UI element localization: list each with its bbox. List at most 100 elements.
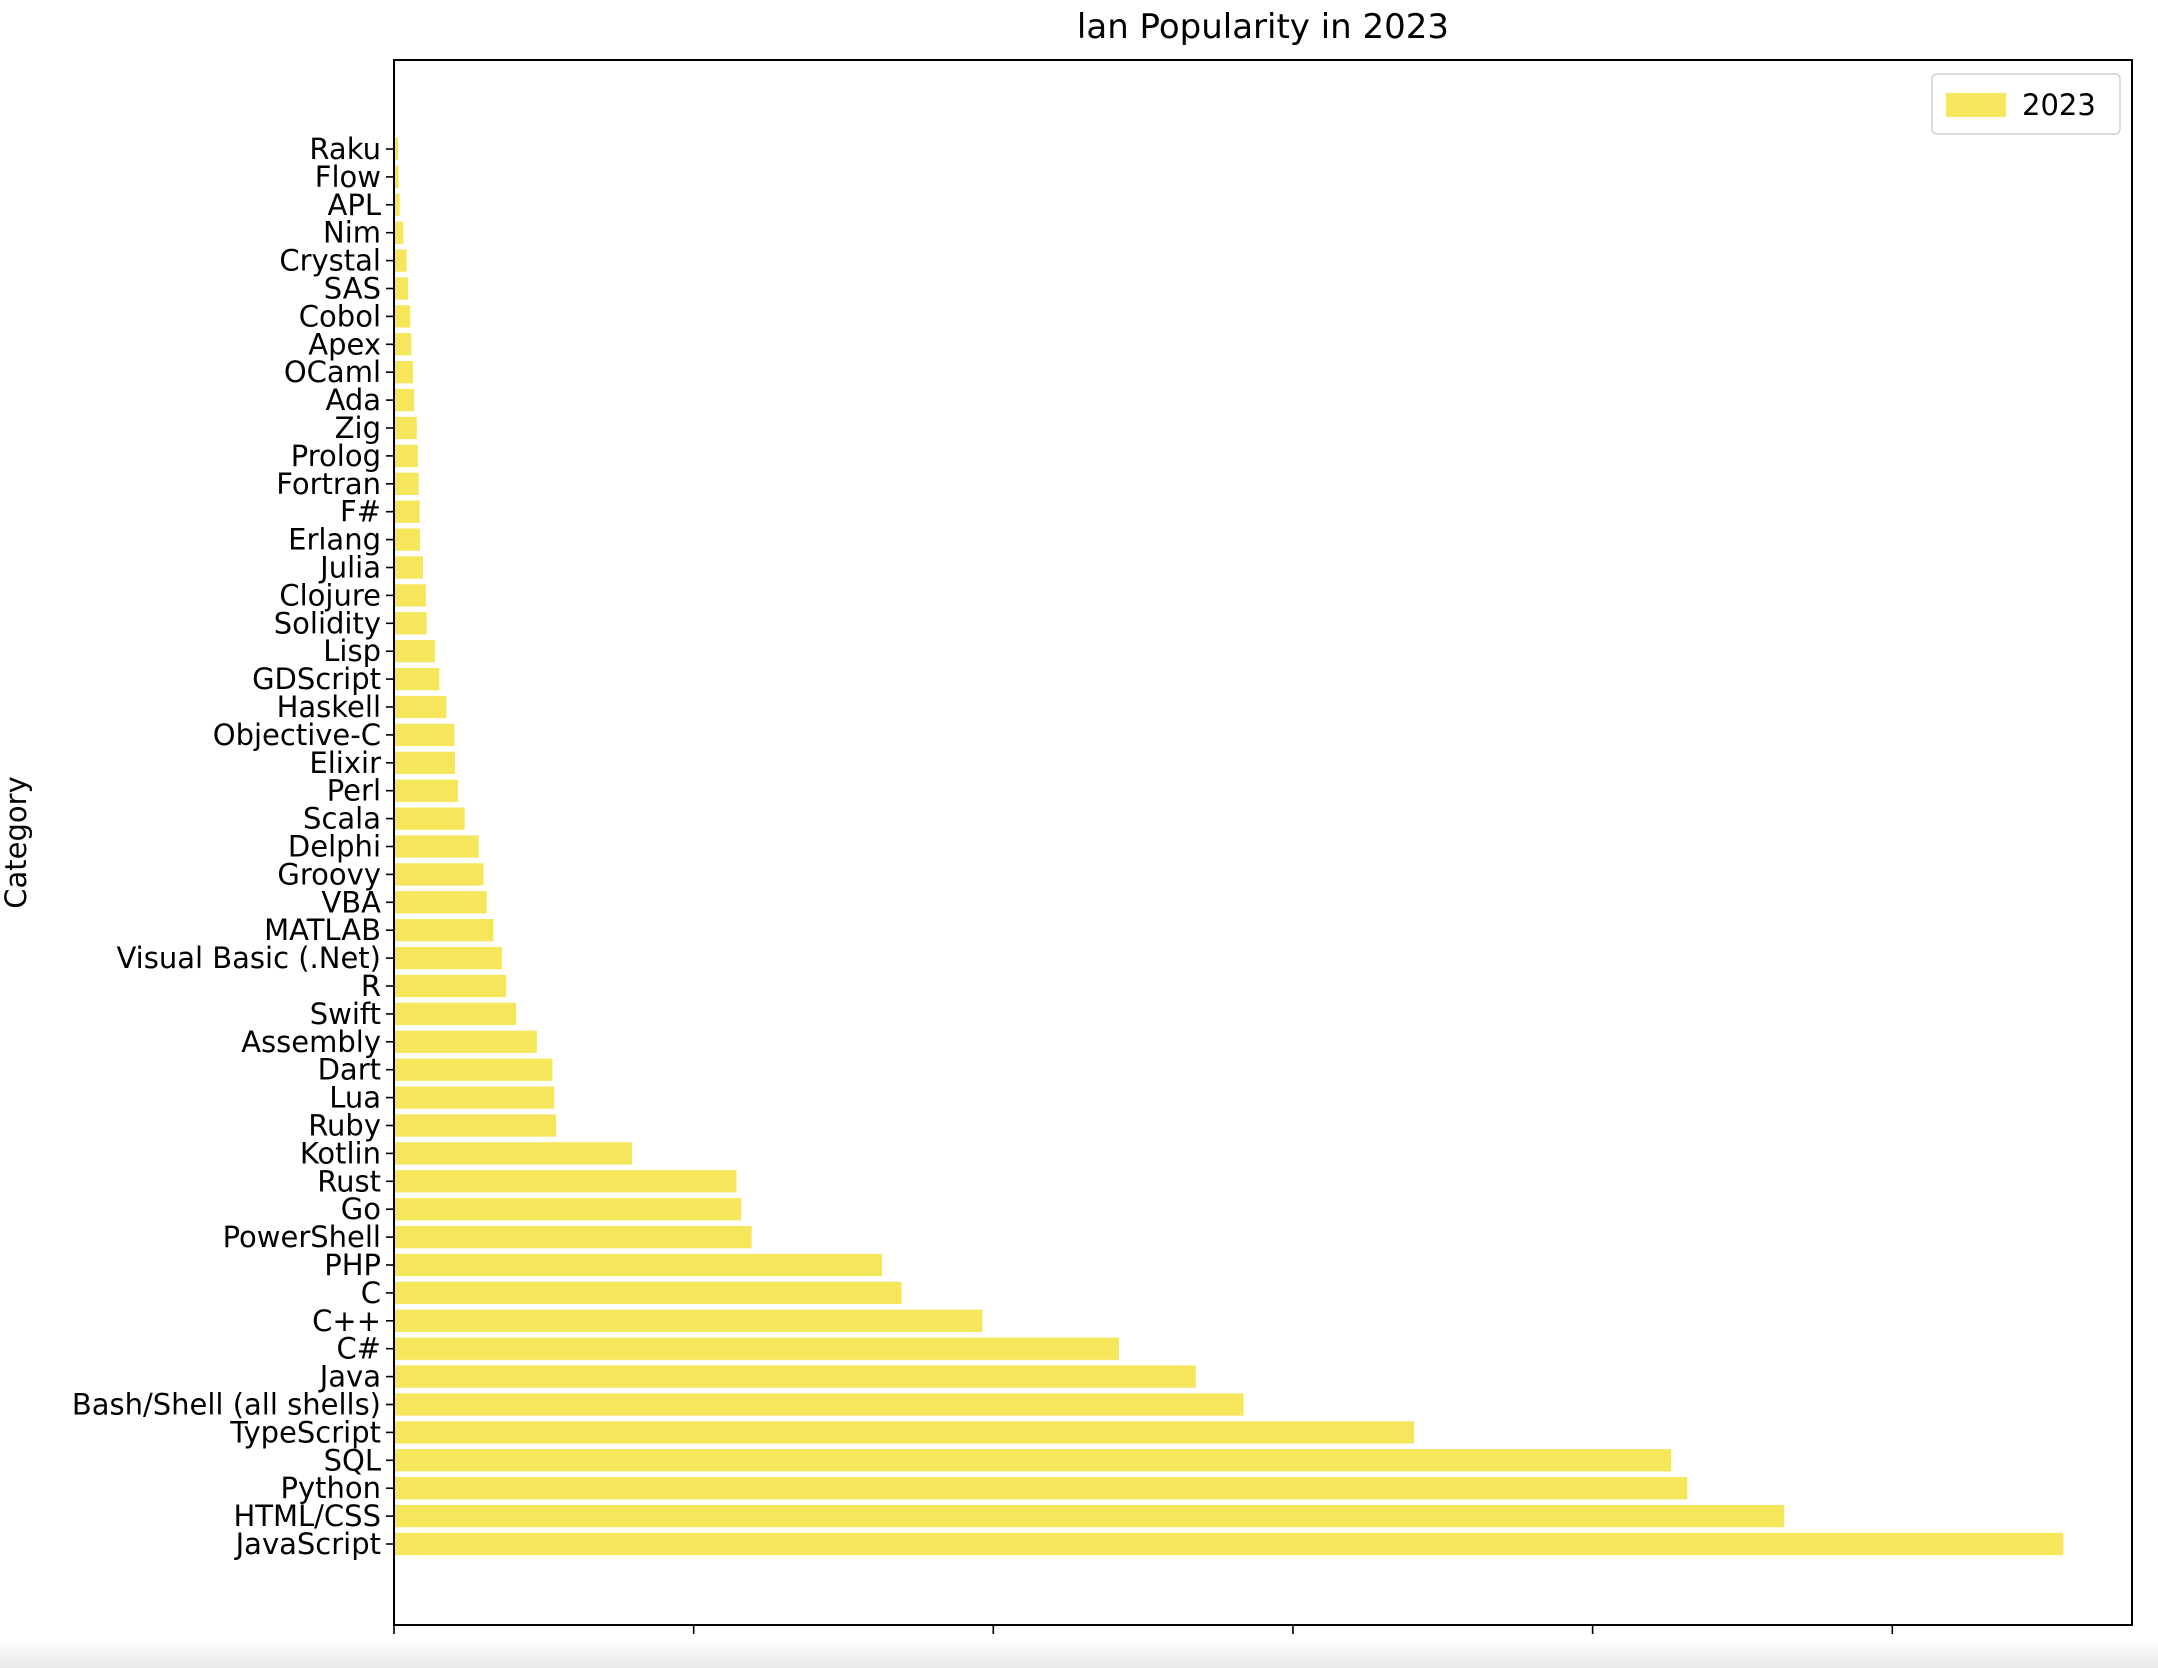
legend-box xyxy=(1931,73,2121,135)
axes-layer xyxy=(386,59,2133,1634)
y-tick-label: Haskell xyxy=(277,690,381,724)
y-tick-label: Python xyxy=(280,1471,381,1505)
y-axis-label: Category xyxy=(0,776,33,908)
y-tick-label: GDScript xyxy=(252,662,381,696)
y-tick-label: Apex xyxy=(308,327,381,361)
bar-apl xyxy=(394,193,400,216)
bar-matlab xyxy=(394,919,494,942)
bar-kotlin xyxy=(394,1142,633,1165)
y-tick-label: JavaScript xyxy=(234,1527,381,1561)
bar-prolog xyxy=(394,444,418,468)
y-tick-label: Bash/Shell (all shells) xyxy=(72,1388,381,1422)
bar-swift xyxy=(394,1002,517,1026)
y-tick-label: PHP xyxy=(324,1248,381,1282)
bar-solidity xyxy=(394,612,427,635)
y-tick-label: F# xyxy=(340,495,381,529)
y-tick-label: Go xyxy=(341,1192,381,1226)
bar-cobol xyxy=(394,305,411,328)
y-tick-label: TypeScript xyxy=(229,1415,381,1449)
x-tick-label: 10000 xyxy=(648,1639,740,1668)
y-tick-label: HTML/CSS xyxy=(233,1499,381,1533)
y-tick-label: C# xyxy=(336,1332,381,1366)
bar-javascript xyxy=(394,1532,2064,1556)
x-tick-label: 0 xyxy=(385,1639,403,1668)
y-tick-label: R xyxy=(361,969,381,1003)
y-tick-label: Swift xyxy=(310,997,381,1031)
y-tick-label: Lisp xyxy=(323,634,381,668)
bar-apex xyxy=(394,333,412,356)
y-tick-label: Julia xyxy=(318,551,381,585)
bar-sas xyxy=(394,277,408,300)
bar-elixir xyxy=(394,751,456,774)
y-tick-label: SQL xyxy=(324,1443,381,1477)
labels-layer: lan Popularity in 2023 Category JavaScript… xyxy=(0,7,1938,1668)
y-tick-label: APL xyxy=(328,188,381,222)
y-tick-label: Prolog xyxy=(291,439,381,473)
y-tick-label: PowerShell xyxy=(223,1220,381,1254)
y-tick-label: Nim xyxy=(323,216,381,250)
bar-c- xyxy=(394,1309,983,1332)
x-tick-label: 50000 xyxy=(1846,1639,1938,1668)
bar-clojure xyxy=(394,584,426,607)
y-tick-label: OCaml xyxy=(284,355,381,389)
y-tick-label: Kotlin xyxy=(300,1136,381,1170)
bar-julia xyxy=(394,556,423,579)
y-tick-label: Raku xyxy=(309,132,381,166)
bar-scala xyxy=(394,807,465,830)
y-tick-label: SAS xyxy=(324,272,381,306)
bar-ocaml xyxy=(394,361,414,384)
y-tick-label: Crystal xyxy=(279,244,381,278)
bar-lisp xyxy=(394,640,435,663)
bar-perl xyxy=(394,779,459,802)
bar-ruby xyxy=(394,1114,557,1137)
bar-vba xyxy=(394,891,487,914)
bar-raku xyxy=(394,137,399,161)
bar-erlang xyxy=(394,528,421,551)
y-tick-label: Clojure xyxy=(279,578,381,612)
bar-gdscript xyxy=(394,667,440,691)
y-tick-label: Objective-C xyxy=(213,718,381,752)
bar-flow xyxy=(394,165,399,189)
y-tick-label: Zig xyxy=(335,411,381,445)
bar-nim xyxy=(394,221,404,244)
bar-c xyxy=(394,1281,902,1305)
plot-frame xyxy=(393,59,2133,1626)
y-tick-label: Visual Basic (.Net) xyxy=(116,941,381,975)
bar-groovy xyxy=(394,863,484,886)
y-tick-label: Rust xyxy=(317,1164,381,1198)
bar-haskell xyxy=(394,695,447,719)
legend-label: 2023 xyxy=(2022,88,2096,122)
y-tick-label: Solidity xyxy=(274,606,381,640)
x-tick-label: 30000 xyxy=(1247,1639,1339,1668)
x-tick-label: 20000 xyxy=(947,1639,1039,1668)
y-tick-label: VBA xyxy=(321,885,381,919)
bar-zig xyxy=(394,416,417,440)
y-tick-label: Dart xyxy=(318,1053,381,1087)
bar-delphi xyxy=(394,835,479,858)
y-tick-label: Groovy xyxy=(277,857,381,891)
bar-ada xyxy=(394,388,415,412)
bar-assembly xyxy=(394,1030,537,1053)
y-tick-label: Ruby xyxy=(308,1109,381,1143)
chart-title: lan Popularity in 2023 xyxy=(1077,7,1449,47)
bar-f- xyxy=(394,500,420,523)
bar-php xyxy=(394,1253,883,1277)
y-tick-label: Scala xyxy=(303,802,381,836)
bar-python xyxy=(394,1477,1688,1500)
bar-sql xyxy=(394,1449,1672,1472)
y-tick-label: Lua xyxy=(329,1081,381,1115)
y-tick-label: Elixir xyxy=(309,746,381,780)
x-tick-label: 40000 xyxy=(1546,1639,1638,1668)
bar-crystal xyxy=(394,249,407,272)
bar-powershell xyxy=(394,1225,752,1249)
bar-r xyxy=(394,974,507,998)
bars-layer xyxy=(394,137,2064,1556)
bar-c- xyxy=(394,1337,1119,1360)
bar-java xyxy=(394,1365,1196,1388)
bar-lua xyxy=(394,1086,555,1109)
y-tick-label: Cobol xyxy=(299,299,381,333)
bar-fortran xyxy=(394,472,419,495)
y-tick-label: MATLAB xyxy=(264,913,381,947)
